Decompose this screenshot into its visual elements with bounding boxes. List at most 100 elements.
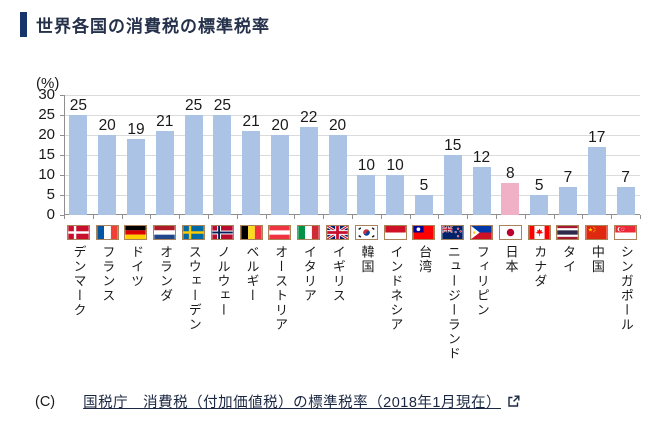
country-label: デンマーク — [71, 245, 87, 318]
bar-value-label: 8 — [506, 164, 515, 182]
y-axis-tick-label: 25 — [38, 106, 55, 123]
bar-column: 20 フランス — [93, 95, 122, 361]
y-axis-tick — [60, 155, 65, 156]
bar-column: 25 デンマーク — [64, 95, 93, 361]
y-axis-tick-label: 5 — [46, 186, 55, 203]
country-label: フィリピン — [474, 245, 490, 318]
bar-column: 5 台湾 — [410, 95, 439, 361]
bar-column: 22 イタリア — [294, 95, 323, 361]
gridline — [65, 155, 640, 156]
y-axis-tick — [60, 175, 65, 176]
country-label: イギリス — [330, 245, 346, 303]
country-label: 日本 — [503, 245, 519, 274]
country-label: 台湾 — [417, 245, 433, 274]
y-axis-tick-label: 15 — [38, 146, 55, 163]
x-axis-tick — [409, 215, 411, 219]
country-label: 韓国 — [359, 245, 375, 274]
x-axis-tick — [208, 215, 209, 219]
bar-value-label: 10 — [357, 156, 375, 174]
x-axis-tick — [323, 215, 325, 219]
bar-value-label: 7 — [563, 168, 573, 186]
bar-france — [98, 135, 117, 215]
country-label: オランダ — [157, 245, 173, 303]
country-label: オーストリア — [273, 245, 289, 332]
bar-belgium — [242, 131, 261, 215]
country-label: タイ — [561, 245, 577, 274]
bar-italy — [299, 127, 318, 215]
y-axis-tick — [60, 215, 65, 216]
germany-flag-icon — [124, 225, 148, 240]
bar-value-label: 20 — [328, 116, 347, 134]
bar-norway — [213, 115, 232, 215]
plot-area: 25 デンマーク 20 フランス 19 ドイツ 21 オランダ 25 スウェーデン 25 ノルウェー 2… — [60, 95, 642, 361]
bar-thailand — [558, 187, 577, 215]
gridline — [65, 95, 640, 96]
bar-column: 21 オランダ — [150, 95, 179, 361]
copyright-mark: (C) — [35, 393, 56, 410]
page-header: 世界各国の消費税の標準税率 — [20, 12, 270, 37]
netherlands-flag-icon — [153, 225, 177, 240]
bar-china — [587, 147, 606, 215]
country-label: カナダ — [532, 245, 548, 289]
bar-column: 25 ノルウェー — [208, 95, 237, 361]
axis-and-gridlines — [60, 95, 641, 219]
y-axis-tick-label: 10 — [38, 166, 55, 183]
austria-flag-icon — [268, 225, 292, 240]
country-label: シンガポール — [618, 245, 634, 332]
x-axis-tick — [179, 215, 181, 219]
source-link[interactable]: 国税庁 消費税（付加価値税）の標準税率（2018年1月現在） — [83, 391, 520, 412]
gridline — [65, 195, 640, 196]
bar-column: 15 ニュージーランド — [438, 95, 467, 361]
x-axis-tick — [92, 215, 94, 219]
country-label: フランス — [100, 245, 116, 303]
x-axis-tick — [64, 215, 65, 219]
x-axis-tick — [236, 215, 238, 219]
taiwan-flag-icon — [412, 225, 436, 240]
south-korea-flag-icon — [354, 225, 378, 240]
bar-value-label: 10 — [386, 156, 404, 174]
bar-value-label: 7 — [621, 168, 630, 186]
philippines-flag-icon — [470, 225, 494, 240]
bar-column: 25 スウェーデン — [179, 95, 208, 361]
bar-column: 20 オーストリア — [266, 95, 295, 361]
bar-value-label: 25 — [213, 96, 231, 114]
bar-value-label: 25 — [184, 96, 203, 114]
bar-value-label: 17 — [588, 128, 606, 146]
x-axis-tick — [524, 215, 526, 219]
bar-philippines — [472, 167, 491, 215]
bar-column: 7 シンガポール — [611, 95, 640, 361]
y-axis-tick — [60, 95, 65, 96]
y-axis-labels: 30 25 20 15 10 5 0 — [30, 87, 64, 222]
title-accent-bar — [20, 12, 27, 37]
y-axis-unit-label: (%) — [36, 75, 60, 92]
bar-value-label: 20 — [271, 116, 289, 134]
bar-column: 5 カナダ — [525, 95, 554, 361]
bar-column: 10 韓国 — [352, 95, 381, 361]
bar-austria — [270, 135, 289, 215]
country-label: ニュージーランド — [445, 245, 461, 361]
country-label: ドイツ — [129, 245, 145, 289]
source-link-label: 国税庁 消費税（付加価値税）の標準税率（2018年1月現在） — [83, 395, 501, 411]
bar-value-label: 25 — [69, 96, 88, 114]
bar-column: 21 ベルギー — [237, 95, 266, 361]
bar-new-zealand — [443, 155, 462, 215]
x-axis-tick — [150, 215, 152, 219]
country-label: ノルウェー — [215, 245, 231, 318]
bar-south-korea — [357, 175, 376, 215]
sweden-flag-icon — [182, 225, 206, 240]
country-label: スウェーデン — [186, 245, 202, 332]
tax-rate-bar-chart: (%) 30 25 20 15 10 5 0 25 デンマーク 20 フランス 19 ドイツ 21 オラン… — [30, 76, 646, 361]
bar-column: 20 イギリス — [323, 95, 352, 361]
gridline — [65, 135, 640, 136]
bar-sweden — [184, 115, 203, 215]
gridline — [65, 175, 640, 176]
country-label: イタリア — [301, 245, 317, 303]
bar-value-label: 21 — [156, 112, 174, 130]
country-label: 中国 — [589, 245, 605, 274]
bar-netherlands — [155, 131, 174, 215]
canada-flag-icon — [527, 225, 551, 240]
x-axis-tick — [611, 215, 613, 219]
bar-column: 10 インドネシア — [381, 95, 410, 361]
y-axis-tick-label: 0 — [46, 206, 55, 223]
bar-column: 17 中国 — [582, 95, 611, 361]
